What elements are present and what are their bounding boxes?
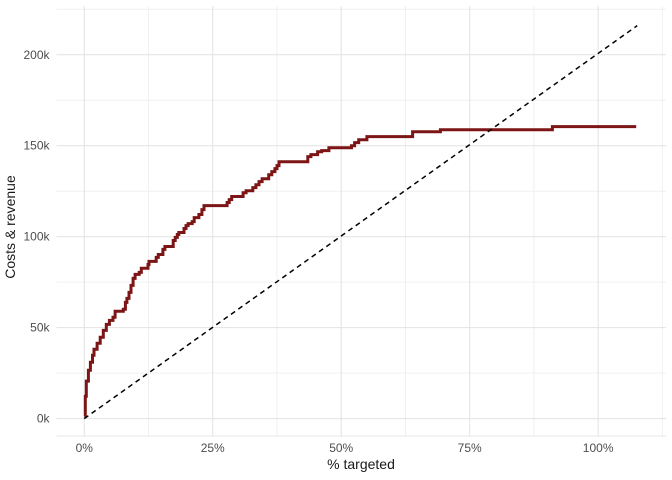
x-tick-label: 50% <box>329 441 353 455</box>
x-tick-label: 0% <box>76 441 94 455</box>
y-tick-label: 150k <box>23 139 50 153</box>
x-axis-title: % targeted <box>327 456 395 472</box>
costs-dashed-line <box>83 25 638 420</box>
y-tick-label: 200k <box>23 48 50 62</box>
revenues-step-curve <box>83 125 637 418</box>
y-axis-title: Costs & revenue <box>2 175 18 279</box>
y-tick-label: 100k <box>23 230 50 244</box>
x-tick-label: 75% <box>458 441 482 455</box>
x-tick-label: 100% <box>583 441 614 455</box>
x-tick-label: 25% <box>201 441 225 455</box>
y-tick-label: 0k <box>37 412 51 426</box>
y-tick-label: 50k <box>30 321 50 335</box>
